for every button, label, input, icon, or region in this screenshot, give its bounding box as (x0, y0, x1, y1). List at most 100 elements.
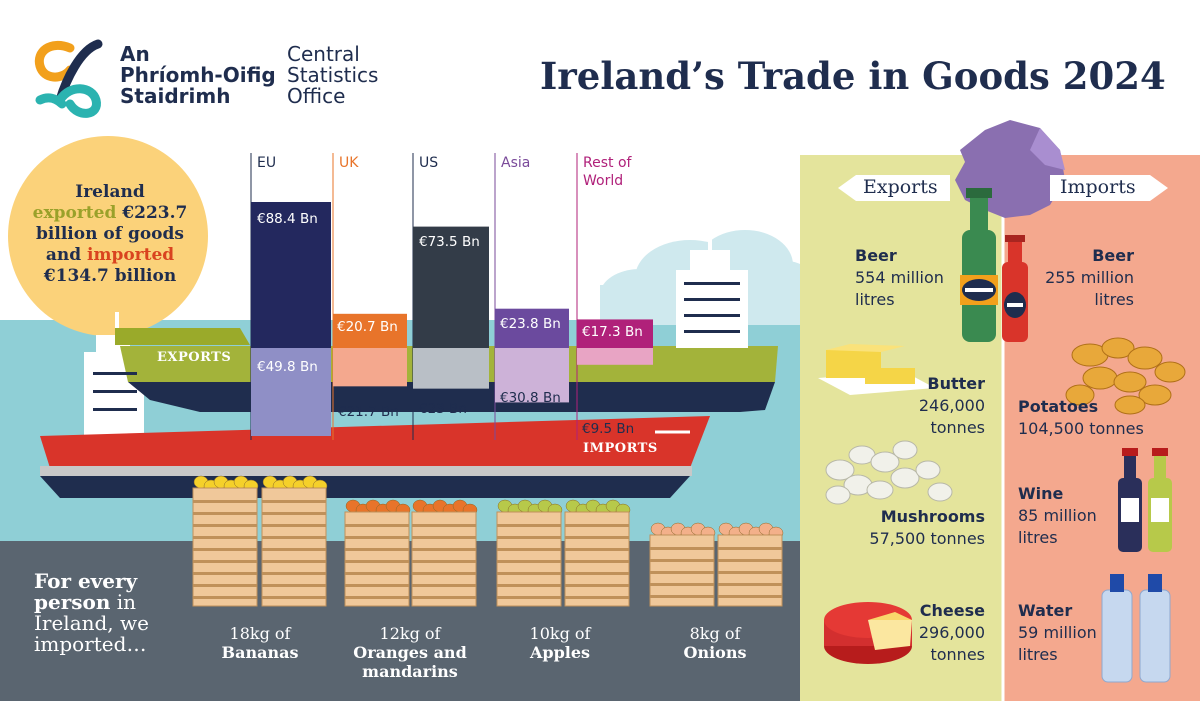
crate-bananas-2 (261, 475, 328, 607)
produce-crates (192, 475, 784, 607)
summary-line1: Ireland (75, 182, 145, 202)
produce-bananas-name: Bananas (221, 643, 299, 662)
import-bar-eu (251, 348, 331, 436)
trade-summary: Ireland exported €223.7 billion of goods… (10, 182, 210, 287)
crate-bananas-1 (192, 475, 259, 607)
cso-logo-icon (34, 39, 103, 118)
trade-bars (251, 202, 653, 436)
export-bar-asia (495, 308, 569, 348)
summary-line4: and imported (10, 245, 210, 266)
cheese-icon (824, 602, 912, 664)
export-item-butter: Butter 246,000 tonnes (885, 373, 985, 439)
import-potatoes-amt1: 104,500 tonnes (1018, 419, 1144, 438)
beer-import-bottle-icon (1002, 235, 1028, 342)
produce-oranges-amount: 12kg of (379, 624, 441, 643)
crate-apples-2 (564, 499, 631, 607)
crate-oranges-2 (411, 499, 478, 607)
export-bar-rest-of-world (577, 319, 653, 348)
import-bar-asia (495, 348, 569, 403)
imports-panel-heading: Imports (1060, 176, 1136, 198)
imports-ship-label: IMPORTS (583, 441, 658, 456)
crate-onions-2 (717, 522, 784, 607)
logo-irish-name: An Phríomh-Oifig Staidrimh (120, 44, 276, 107)
bar-label-asia-imports: €30.8 Bn (500, 390, 561, 406)
produce-apples-amount: 10kg of (529, 624, 591, 643)
bar-label-us-exports: €73.5 Bn (419, 234, 480, 250)
exports-arrow (838, 175, 950, 201)
export-mushrooms-name: Mushrooms (880, 507, 985, 526)
export-cheese-amt2: tonnes (930, 645, 985, 664)
bar-label-rest-imports: €9.5 Bn (582, 421, 635, 437)
import-item-beer: Beer 255 million litres (1030, 245, 1134, 311)
per-person-line1: For every (34, 571, 184, 592)
imports-arrow (1050, 175, 1168, 201)
summary-exported-word: exported (32, 203, 117, 223)
bar-label-eu-exports: €88.4 Bn (257, 211, 318, 227)
bar-label-uk-exports: €20.7 Bn (337, 319, 398, 335)
ship-windows (93, 282, 740, 411)
region-label-rest-line1: Rest of (583, 155, 632, 171)
import-item-water: Water 59 million litres (1018, 600, 1097, 666)
per-person-line4: imported… (34, 632, 147, 656)
export-bar-uk (333, 313, 407, 348)
logo-english-line2: Statistics (287, 63, 379, 87)
export-beer-amt2: litres (855, 290, 895, 309)
logo-irish-line3: Staidrimh (120, 84, 231, 108)
produce-onions-name: Onions (683, 643, 747, 662)
produce-oranges-name: Oranges and mandarins (353, 643, 467, 681)
produce-bananas: 18kg of Bananas (200, 624, 320, 662)
export-butter-amt1: 246,000 (918, 396, 985, 415)
water-bottles-icon (1101, 574, 1171, 683)
summary-imported-word: imported (87, 245, 175, 265)
export-bar-eu (251, 202, 331, 348)
crate-onions-1 (649, 522, 716, 607)
exports-panel-heading: Exports (863, 176, 938, 198)
import-wine-amt2: litres (1018, 528, 1058, 547)
import-water-amt1: 59 million (1018, 623, 1097, 642)
summary-circle (8, 136, 208, 336)
export-cheese-amt1: 296,000 (918, 623, 985, 642)
import-item-potatoes: Potatoes 104,500 tonnes (1018, 396, 1144, 440)
produce-bananas-amount: 18kg of (229, 624, 291, 643)
produce-oranges: 12kg of Oranges and mandarins (345, 624, 475, 681)
produce-onions-amount: 8kg of (689, 624, 741, 643)
produce-onions: 8kg of Onions (660, 624, 770, 662)
export-item-beer: Beer 554 million litres (855, 245, 944, 311)
export-item-cheese: Cheese 296,000 tonnes (885, 600, 985, 666)
bar-label-uk-imports: €21.7 Bn (338, 404, 399, 420)
export-item-mushrooms: Mushrooms 57,500 tonnes (835, 506, 985, 550)
import-wine-name: Wine (1018, 484, 1064, 503)
import-beer-amt1: 255 million (1045, 268, 1134, 287)
summary-exported-value: €223.7 (122, 203, 188, 223)
region-label-rest-of-world: Rest of World (583, 154, 631, 190)
summary-line3: billion of goods (36, 224, 184, 244)
produce-apples-name: Apples (529, 643, 591, 662)
export-mushrooms-amt1: 57,500 tonnes (869, 529, 985, 548)
page-title: Ireland’s Trade in Goods 2024 (540, 54, 1166, 98)
import-wine-amt1: 85 million (1018, 506, 1097, 525)
logo-english-line3: Office (287, 84, 346, 108)
per-person-intro: For every person in Ireland, we imported… (34, 571, 184, 655)
per-person-line2: person in (34, 592, 184, 613)
wine-bottles-icon (1118, 448, 1172, 552)
crate-oranges-1 (344, 499, 411, 607)
import-potatoes-name: Potatoes (1018, 397, 1099, 416)
region-label-us: US (419, 155, 439, 171)
logo-irish-line2: Phríomh-Oifig (120, 63, 276, 87)
mushrooms-icon (825, 440, 953, 505)
import-beer-name: Beer (1092, 246, 1134, 265)
import-bar-us (413, 348, 489, 389)
export-beer-name: Beer (855, 246, 897, 265)
import-item-wine: Wine 85 million litres (1018, 483, 1097, 549)
logo-english-name: Central Statistics Office (287, 44, 378, 107)
summary-imported-value: €134.7 billion (43, 266, 177, 286)
summary-and-word: and (45, 245, 82, 265)
potatoes-icon (1065, 337, 1186, 415)
export-beer-amt1: 554 million (855, 268, 944, 287)
bar-label-us-imports: €23 Bn (419, 401, 467, 417)
per-person-bold-word: person (34, 590, 111, 614)
export-butter-name: Butter (927, 374, 985, 393)
import-water-amt2: litres (1018, 645, 1058, 664)
region-label-rest-line2: World (583, 173, 624, 189)
